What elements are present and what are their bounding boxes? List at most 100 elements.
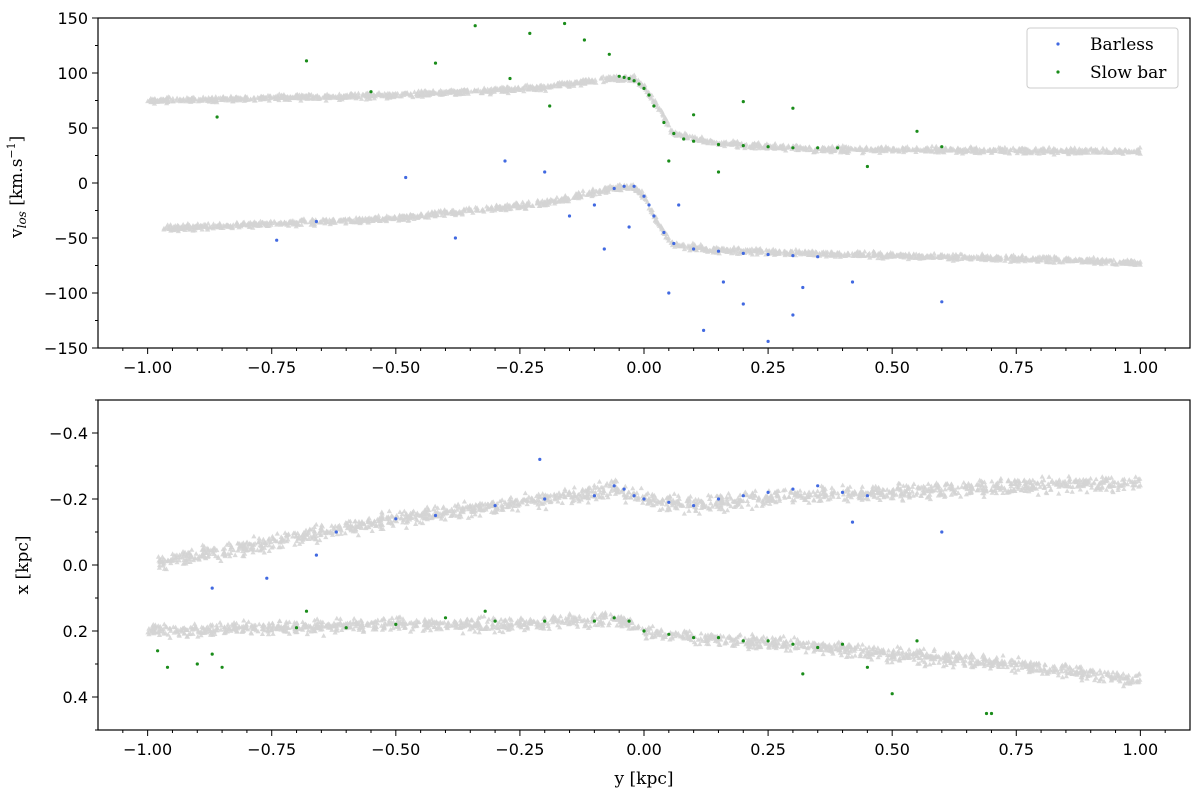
bottom-bg-marker <box>659 506 666 511</box>
slow-bar-point <box>622 75 626 79</box>
slow-bar-point <box>741 100 745 104</box>
bottom-bg-marker <box>623 499 629 505</box>
bottom-bg-marker <box>585 499 591 505</box>
bottom-bg-marker <box>355 532 361 538</box>
slow-bar-point <box>563 21 567 26</box>
bottom-bg-marker <box>193 551 199 556</box>
top-bg-marker <box>1063 146 1070 152</box>
top-background-barless <box>161 181 1143 267</box>
top-bg-marker <box>654 104 660 110</box>
top-y-axis-label: vlos [km.s−1] <box>5 136 29 239</box>
top-bg-marker <box>350 92 356 97</box>
bottom-bg-marker <box>366 515 372 521</box>
x-tick-label: −0.75 <box>247 358 296 377</box>
slow-bar-point <box>637 82 641 86</box>
top-bg-marker <box>1051 151 1057 157</box>
slow-bar-point <box>304 59 309 63</box>
top-bg-marker <box>963 149 969 155</box>
top-bg-marker <box>371 95 377 101</box>
bottom-bg-marker <box>401 508 407 514</box>
bottom-bg-marker <box>612 477 619 483</box>
slow-bar-point <box>473 24 477 28</box>
top-bg-marker <box>1085 150 1092 155</box>
top-bg-marker <box>520 199 526 205</box>
slow-bar-point <box>915 129 919 133</box>
top-bg-marker <box>339 96 345 102</box>
bottom-bg-marker <box>256 535 262 541</box>
barless-point <box>602 247 606 251</box>
top-bg-marker <box>786 144 792 150</box>
top-bg-marker <box>292 94 298 99</box>
top-bg-marker <box>245 97 251 102</box>
slow-bar-point <box>791 146 795 150</box>
barless-point <box>404 175 408 180</box>
slow-bar-point <box>662 120 666 125</box>
top-bg-marker <box>387 90 393 96</box>
legend-label-barless: Barless <box>1090 35 1154 55</box>
slow-bar-point <box>433 61 438 65</box>
bottom-bg-marker <box>859 484 865 489</box>
top-bg-marker <box>829 143 835 149</box>
slow-bar-point <box>692 139 696 143</box>
bottom-bg-marker <box>591 482 597 488</box>
top-bg-marker <box>1126 148 1132 153</box>
bottom-bg-marker <box>274 531 280 536</box>
bottom-bg-marker <box>884 487 890 492</box>
top-bg-marker <box>972 150 978 156</box>
top-bg-marker <box>500 84 506 90</box>
legend-marker-slow-bar <box>1056 70 1060 74</box>
top-bg-marker <box>1016 147 1022 153</box>
top-bg-marker <box>942 148 948 153</box>
top-bg-marker <box>465 91 471 96</box>
bottom-bg-marker <box>961 480 967 485</box>
slow-bar-point <box>508 76 512 81</box>
top-bg-marker <box>621 77 627 83</box>
top-bg-marker <box>776 248 782 253</box>
bottom-bg-marker <box>1093 476 1099 482</box>
ylabel-close: ] <box>7 136 27 143</box>
top-bg-marker <box>1051 149 1058 154</box>
bottom-bg-marker <box>251 533 257 539</box>
top-bg-marker <box>723 139 729 144</box>
slow-bar-point <box>582 38 587 42</box>
slow-bar-point <box>865 164 870 169</box>
top-bg-marker <box>527 83 533 89</box>
top-bg-marker <box>1091 254 1097 260</box>
barless-point <box>801 285 805 290</box>
bottom-bg-marker <box>477 513 483 518</box>
top-bg-marker <box>189 95 196 100</box>
top-bg-marker <box>635 77 641 83</box>
top-bg-marker <box>1002 147 1008 153</box>
bottom-bg-marker <box>752 488 758 493</box>
bottom-bg-marker <box>1056 477 1062 482</box>
bottom-bg-marker <box>829 485 835 490</box>
top-bg-marker <box>646 89 652 95</box>
ylabel-sub: los <box>15 211 29 228</box>
bottom-bg-marker <box>1046 474 1052 479</box>
top-background-slow-bar <box>145 72 1143 157</box>
top-bg-marker <box>164 100 170 106</box>
y-tick-label: 100 <box>57 64 88 83</box>
slow-bar-point <box>528 31 532 35</box>
top-bg-marker <box>863 144 870 149</box>
top-bg-marker <box>802 145 808 150</box>
top-bg-marker <box>592 77 598 82</box>
top-bg-marker <box>755 145 762 151</box>
top-bg-marker <box>271 218 277 224</box>
bottom-bg-marker <box>814 488 821 494</box>
top-bg-marker <box>1034 148 1040 154</box>
top-bg-marker <box>242 93 248 99</box>
top-bg-marker <box>981 146 987 151</box>
barless-point <box>791 313 795 317</box>
top-bg-marker <box>589 78 595 83</box>
top-bg-marker <box>488 204 495 209</box>
top-bg-marker <box>1106 149 1112 154</box>
top-bg-marker <box>200 94 206 100</box>
bottom-bg-marker <box>323 534 329 540</box>
x-tick-label: −1.00 <box>123 358 172 377</box>
bottom-bg-marker <box>379 509 385 515</box>
bottom-bg-marker <box>1043 489 1049 495</box>
top-bg-marker <box>603 75 609 81</box>
top-bg-marker <box>764 146 770 151</box>
bottom-bg-marker <box>1035 492 1041 497</box>
